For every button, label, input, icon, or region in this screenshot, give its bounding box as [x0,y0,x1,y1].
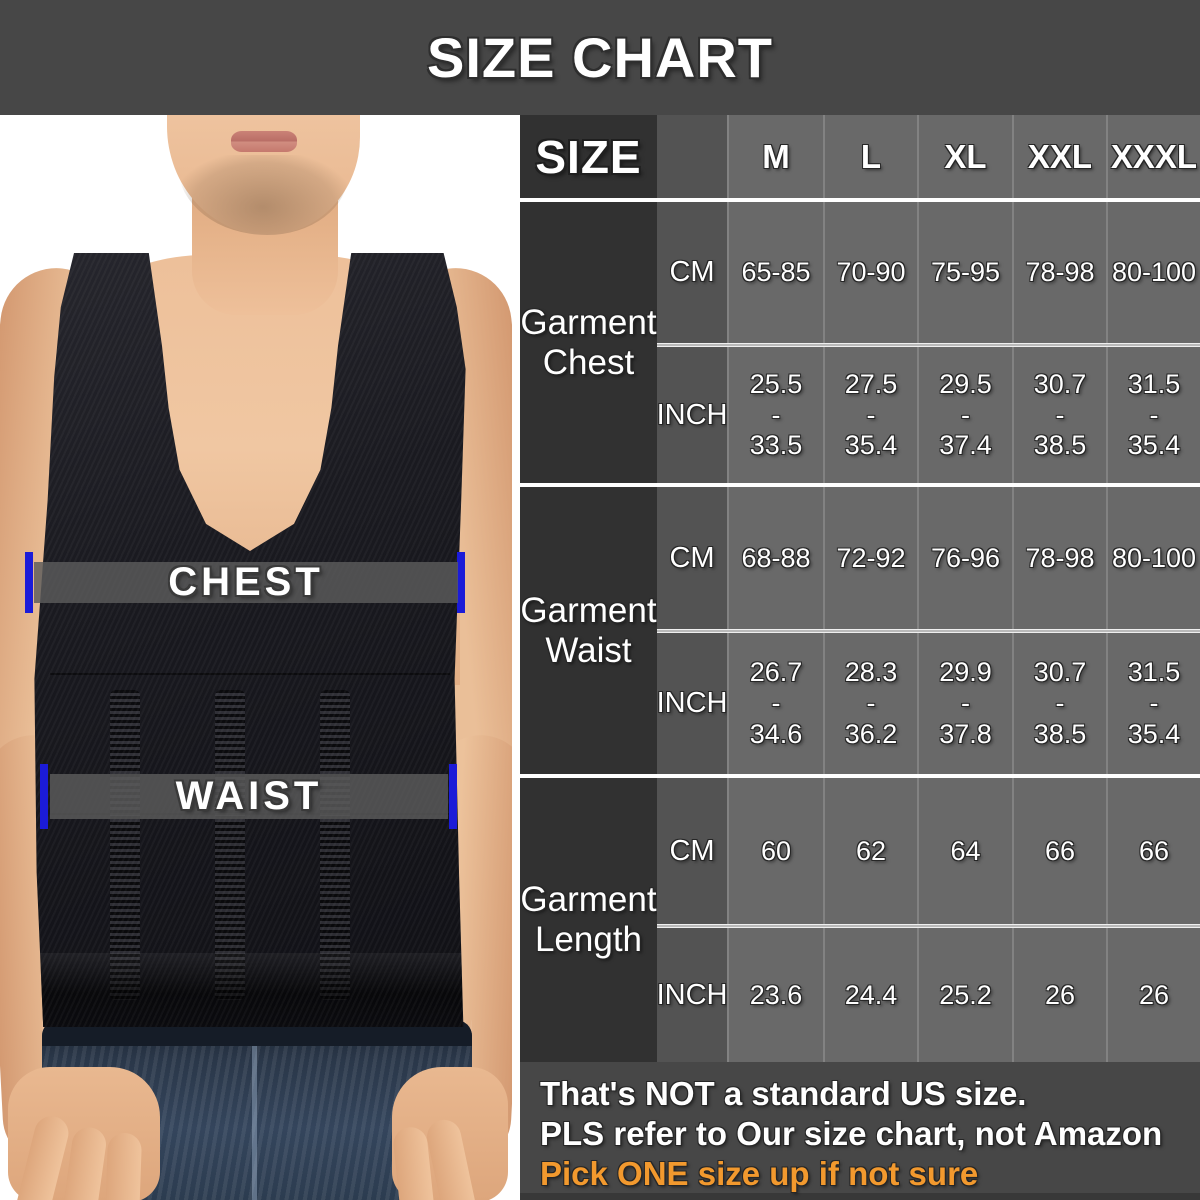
page-title: SIZE CHART [427,26,773,89]
table-cell: 29.5 - 37.4 [917,347,1012,483]
vest-rib-panel [320,690,350,1000]
table-cell: 24.4 [823,928,917,1062]
table-cell: 62 [823,778,917,924]
jeans-fly-seam [252,1046,257,1200]
size-col-header-l: L [823,115,917,198]
unit-label-inch: INCH [657,928,727,1062]
table-cell: 60 [727,778,823,924]
waist-measure-marker-left [40,764,48,829]
row-label-garment-chest: Garment Chest [520,202,657,483]
notes-panel: That's NOT a standard US size. PLS refer… [520,1062,1200,1200]
table-cell: 25.2 [917,928,1012,1062]
row-label-garment-waist: Garment Waist [520,487,657,774]
table-cell: 27.5 - 35.4 [823,347,917,483]
unit-label-inch: INCH [657,633,727,774]
note-line-2: PLS refer to Our size chart, not Amazon [540,1115,1163,1152]
table-cell: 72-92 [823,487,917,629]
unit-corner-cell [657,115,727,198]
size-col-header-xl: XL [917,115,1012,198]
row-divider [657,629,1200,633]
table-cell: 31.5 - 35.4 [1106,347,1200,483]
unit-label-cm: CM [657,778,727,924]
table-cell: 80-100 [1106,487,1200,629]
table-cell: 64 [917,778,1012,924]
row-label-garment-length: Garment Length [520,778,657,1062]
table-cell: 30.7 - 38.5 [1012,347,1106,483]
table-cell: 26 [1106,928,1200,1062]
row-divider [657,343,1200,347]
model-photo: CHEST WAIST [0,115,512,1200]
vest-seam [50,673,450,675]
size-corner-header: SIZE [520,115,657,198]
chest-measure-band: CHEST [34,560,458,604]
table-cell: 25.5 - 33.5 [727,347,823,483]
table-cell: 66 [1106,778,1200,924]
size-table-header-row: SIZE M L XL XXL XXXL [520,115,1200,198]
table-cell: 30.7 - 38.5 [1012,633,1106,774]
table-cell: 29.9 - 37.8 [917,633,1012,774]
model-lips [231,131,297,152]
size-table: SIZE M L XL XXL XXXL Garment Chest CM 65… [520,115,1200,1062]
waist-measure-marker-right [449,764,457,829]
size-col-header-xxxl: XXXL [1106,115,1200,198]
table-cell: 65-85 [727,202,823,343]
waist-measure-band: WAIST [50,774,448,819]
table-cell: 28.3 - 36.2 [823,633,917,774]
chest-measure-marker-left [25,552,33,613]
waist-band-label: WAIST [175,774,323,818]
table-cell: 78-98 [1012,487,1106,629]
table-cell: 75-95 [917,202,1012,343]
table-cell: 76-96 [917,487,1012,629]
model-finger [103,1132,143,1200]
table-cell: 80-100 [1106,202,1200,343]
unit-label-cm: CM [657,202,727,343]
vest-rib-panel [215,690,245,1000]
size-col-header-m: M [727,115,823,198]
table-cell: 70-90 [823,202,917,343]
row-divider [657,924,1200,928]
title-band: SIZE CHART [0,0,1200,115]
table-cell: 78-98 [1012,202,1106,343]
note-line-3: Pick ONE size up if not sure [540,1155,979,1192]
chest-measure-marker-right [457,552,465,613]
table-cell: 23.6 [727,928,823,1062]
vest-rib-panel [110,690,140,1000]
table-cell: 31.5 - 35.4 [1106,633,1200,774]
table-cell: 26.7 - 34.6 [727,633,823,774]
garment-length-section: Garment Length CM 60 62 64 66 66 INCH 23… [520,778,1200,1062]
unit-label-cm: CM [657,487,727,629]
garment-chest-section: Garment Chest CM 65-85 70-90 75-95 78-98… [520,202,1200,483]
table-cell: 66 [1012,778,1106,924]
table-cell: 68-88 [727,487,823,629]
garment-waist-section: Garment Waist CM 68-88 72-92 76-96 78-98… [520,487,1200,774]
note-line-1: That's NOT a standard US size. [540,1075,1027,1112]
compression-vest [34,253,466,1027]
table-cell: 26 [1012,928,1106,1062]
unit-label-inch: INCH [657,347,727,483]
size-col-header-xxl: XXL [1012,115,1106,198]
chest-band-label: CHEST [168,560,324,604]
vest-hem-band [38,953,462,1027]
